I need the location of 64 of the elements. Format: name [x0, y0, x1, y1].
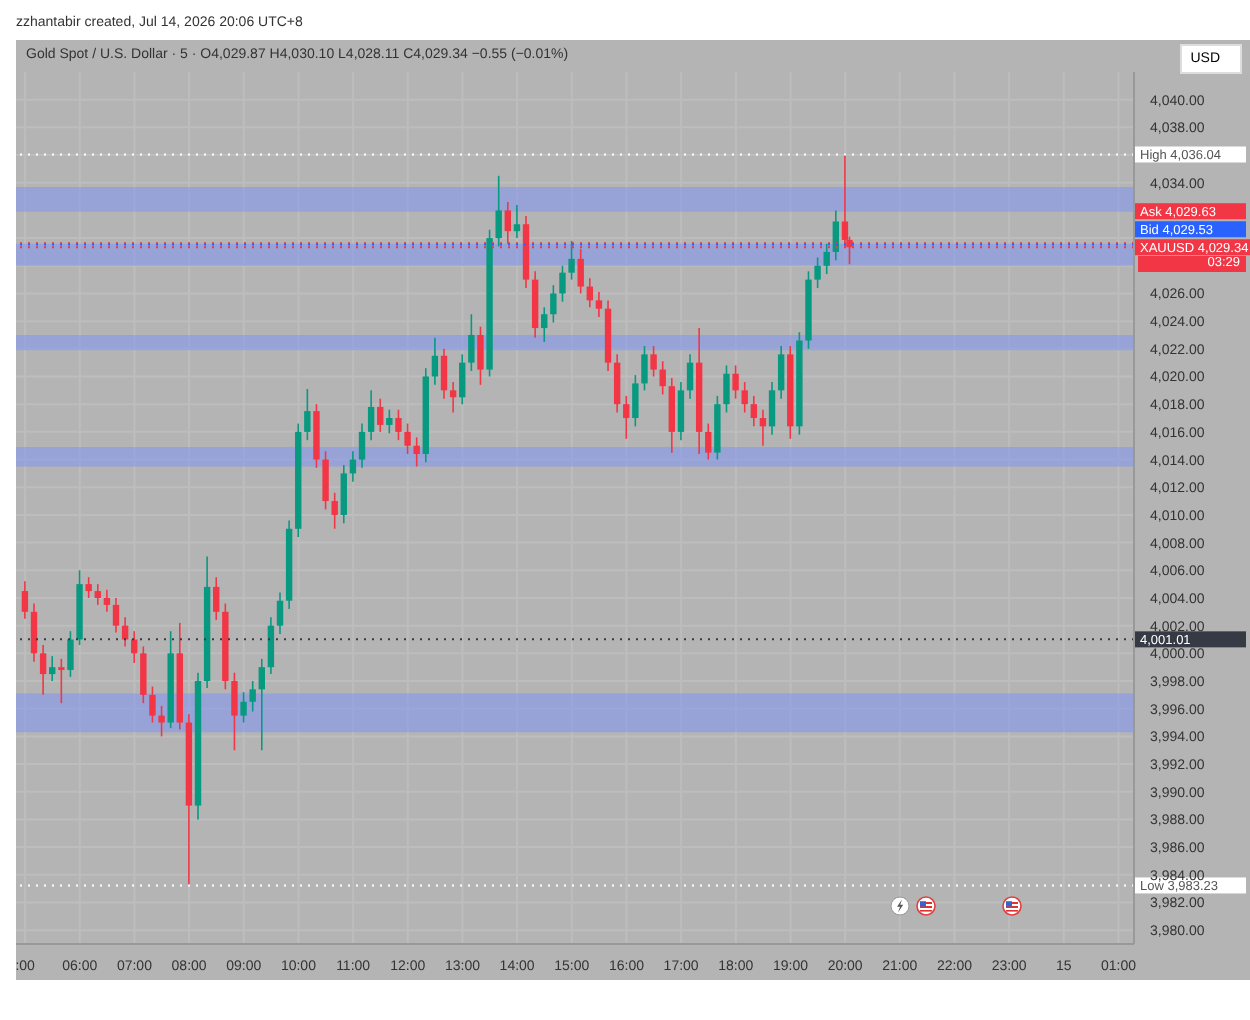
candlestick	[304, 388, 311, 441]
candlestick	[750, 395, 758, 428]
candlestick	[140, 645, 147, 704]
candlestick	[39, 644, 47, 696]
candlestick	[377, 397, 384, 433]
candlestick	[213, 576, 220, 621]
candlestick	[541, 306, 548, 343]
candlestick	[641, 345, 648, 392]
candlestick	[686, 353, 694, 400]
candlestick	[58, 658, 65, 704]
candlestick	[340, 464, 347, 525]
candlestick	[440, 348, 448, 400]
candlestick	[814, 256, 821, 289]
candlestick	[495, 175, 502, 248]
candlestick	[395, 408, 402, 441]
candlestick	[559, 264, 566, 303]
candlestick	[632, 374, 639, 428]
candlestick	[231, 671, 238, 752]
candlestick	[668, 377, 676, 454]
candlestick	[513, 204, 521, 239]
candlestick	[30, 602, 38, 663]
candlestick	[732, 364, 739, 400]
candlestick	[659, 360, 666, 396]
candlestick	[322, 450, 329, 511]
candlestick	[240, 691, 247, 724]
candlestick	[741, 381, 748, 414]
candlestick	[768, 381, 776, 436]
candlestick	[823, 242, 830, 275]
candlestick	[367, 389, 375, 441]
candlestick	[404, 422, 411, 455]
candlestick	[650, 345, 657, 378]
candlestick	[431, 336, 439, 386]
candlestick	[386, 408, 393, 435]
candlestick	[358, 422, 366, 469]
candlestick	[613, 353, 621, 414]
candlestick	[568, 240, 575, 281]
candlestick	[449, 381, 457, 414]
candlestick	[112, 597, 120, 634]
candlestick	[249, 680, 256, 713]
candlestick	[468, 313, 475, 372]
candlestick	[413, 436, 420, 468]
candlestick	[94, 583, 101, 606]
candlestick	[595, 291, 603, 318]
candlestick	[459, 353, 466, 405]
candlestick	[723, 364, 730, 414]
candlestick	[49, 655, 56, 682]
candlestick	[131, 630, 138, 664]
candlestick	[158, 705, 165, 738]
candlestick	[331, 491, 338, 530]
candlestick	[677, 381, 685, 441]
candlestick	[276, 591, 284, 635]
candlestick	[67, 630, 74, 678]
candlestick	[477, 325, 484, 386]
candlestick	[85, 576, 92, 599]
candlestick	[623, 395, 630, 440]
candlestick	[258, 658, 265, 752]
candlestick	[759, 408, 767, 447]
candlestick	[149, 685, 156, 724]
candlestick	[103, 588, 111, 613]
candlestick	[21, 580, 29, 620]
candlestick	[777, 345, 785, 400]
candlestick	[705, 422, 712, 461]
candlestick	[267, 616, 275, 675]
candlestick	[550, 284, 557, 324]
